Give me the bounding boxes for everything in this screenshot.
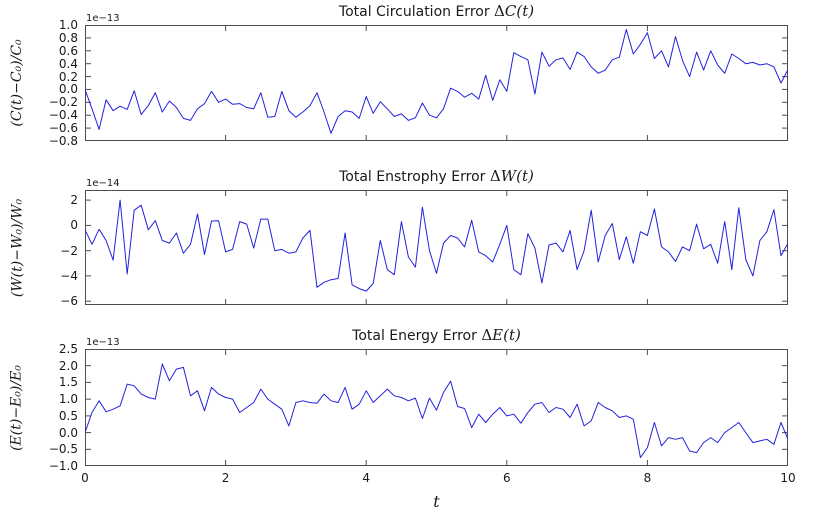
circulation-offset-label: 1e−13	[86, 13, 120, 24]
y-tick-label: 0.4	[58, 56, 78, 71]
y-tick-label: 0.0	[58, 425, 78, 440]
enstrophy-title-var: W(t)	[500, 167, 534, 185]
y-tick-label: 1.0	[58, 18, 78, 32]
energy-title-text: Total Energy Error	[352, 328, 482, 344]
y-tick-label: −2	[60, 243, 78, 258]
y-tick-label: 0.0	[58, 82, 78, 97]
x-axis-label: t	[433, 492, 440, 511]
y-tick-label: 0.5	[58, 408, 78, 423]
circulation-title-var: C(t)	[504, 2, 535, 20]
y-tick-label: −1.0	[48, 459, 78, 473]
y-tick-label: −0.4	[48, 108, 78, 123]
data-line	[85, 199, 788, 292]
y-tick-label: 0.6	[58, 43, 78, 58]
y-tick-label: 1.5	[58, 375, 78, 390]
x-tick-label: 2	[221, 471, 230, 485]
energy-error-plot-area	[85, 349, 788, 466]
delta-symbol: Δ	[481, 326, 493, 344]
y-tick-label: −0.2	[48, 95, 78, 110]
circulation-ylabel: (C(t)−C₀)/C₀	[9, 39, 25, 127]
circulation-title: Total Circulation Error ΔC(t)	[85, 2, 788, 20]
y-tick-label: 2.0	[58, 358, 78, 373]
y-tick-label: −6	[60, 294, 78, 309]
x-tick-label: 4	[362, 471, 370, 485]
y-tick-label: 0.2	[58, 69, 78, 84]
delta-symbol: Δ	[489, 167, 501, 185]
energy-title: Total Energy Error ΔE(t)	[85, 326, 788, 344]
enstrophy-error-plot-area	[85, 190, 788, 305]
y-tick-label: −0.5	[48, 442, 78, 457]
x-tick-label: 6	[502, 471, 511, 485]
y-tick-label: 2	[70, 193, 78, 208]
y-tick-label: 0	[70, 218, 78, 233]
data-line	[85, 29, 788, 134]
data-line	[85, 363, 788, 459]
energy-ylabel: (E(t)−E₀)/E₀	[8, 365, 25, 451]
enstrophy-title-text: Total Enstrophy Error	[339, 169, 490, 185]
y-tick-label: −0.8	[48, 134, 78, 148]
y-tick-label: −4	[60, 268, 78, 283]
circulation-title-text: Total Circulation Error	[338, 4, 495, 20]
circulation-error-plot-area	[85, 25, 788, 141]
enstrophy-offset-label: 1e−14	[86, 178, 120, 189]
y-tick-label: 2.5	[58, 342, 78, 356]
y-tick-label: 0.8	[58, 30, 78, 45]
energy-offset-label: 1e−13	[86, 337, 120, 348]
x-tick-label: 10	[780, 471, 796, 485]
delta-symbol: Δ	[494, 2, 505, 20]
enstrophy-title: Total Enstrophy Error ΔW(t)	[85, 167, 788, 185]
y-tick-label: −0.6	[48, 121, 78, 136]
energy-title-var: E(t)	[492, 326, 521, 344]
x-tick-label: 8	[643, 471, 652, 485]
x-tick-label: 0	[81, 471, 89, 485]
y-tick-label: 1.0	[58, 392, 78, 407]
enstrophy-ylabel: (W(t)−W₀)/W₀	[9, 198, 26, 298]
